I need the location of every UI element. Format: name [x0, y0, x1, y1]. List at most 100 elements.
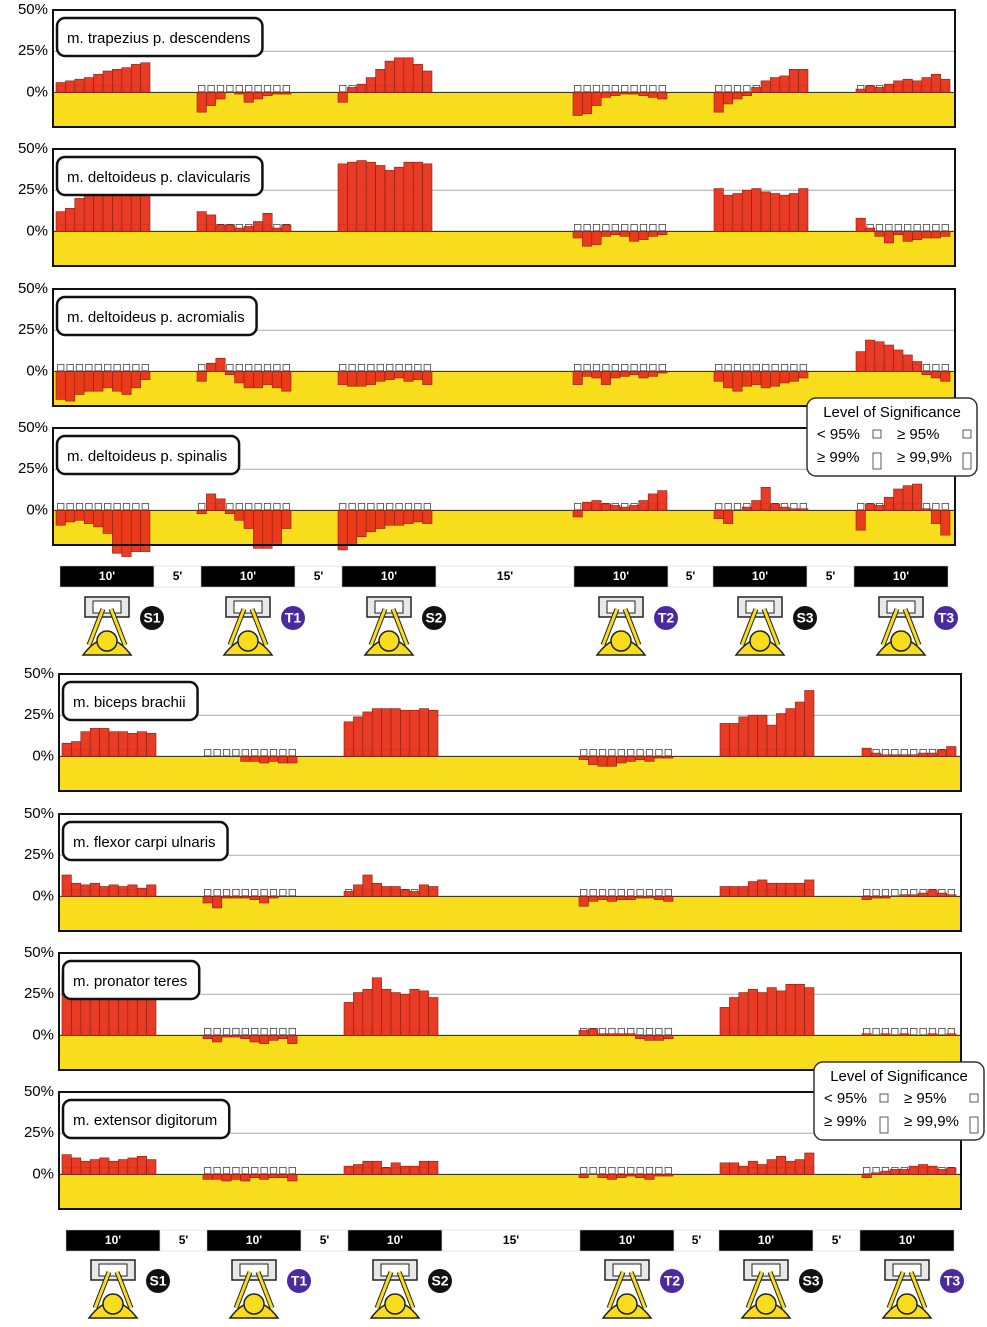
bar [362, 711, 373, 757]
bar [271, 227, 282, 232]
sig-box [279, 1027, 287, 1036]
bar [766, 724, 777, 757]
bar [287, 756, 298, 764]
bar [343, 1165, 354, 1175]
bar [375, 69, 386, 93]
plot-lower [59, 1035, 961, 1070]
sig-box [104, 363, 112, 372]
bar [899, 1169, 910, 1175]
bar [375, 165, 386, 232]
bar [108, 884, 119, 897]
sig-box [339, 84, 347, 93]
bar [893, 349, 904, 372]
bar [880, 1170, 891, 1175]
bar [572, 510, 583, 518]
bar [146, 884, 157, 897]
bar [196, 371, 207, 382]
sig-box [658, 363, 666, 372]
sig-box [282, 502, 290, 511]
bar [356, 83, 367, 93]
sig-box [376, 363, 384, 372]
bar [422, 510, 433, 524]
bar [713, 510, 724, 519]
bar [776, 882, 787, 897]
bar [902, 354, 913, 372]
legend-item: ≥ 95% [897, 426, 939, 443]
legend-item: ≥ 95% [904, 1090, 946, 1107]
bar [93, 510, 104, 528]
bar [798, 69, 809, 93]
bar [719, 723, 730, 757]
bar [653, 896, 664, 900]
sig-box [204, 1166, 212, 1175]
panel-title: m. pronator teres [73, 973, 187, 990]
bar [946, 1167, 957, 1175]
sig-box [222, 888, 231, 897]
head [890, 630, 912, 652]
bar [118, 1159, 129, 1175]
bar [738, 886, 749, 897]
sig-box [639, 363, 648, 372]
bar [89, 728, 100, 757]
bar [927, 1165, 938, 1175]
bar [277, 1035, 288, 1039]
bar [243, 510, 254, 529]
sig-box [367, 502, 375, 511]
session-badge [799, 1269, 823, 1293]
bar [908, 754, 919, 757]
y-tick-label: 25% [24, 706, 54, 723]
bar [230, 1035, 241, 1038]
bar [80, 884, 91, 897]
arm [250, 608, 268, 646]
title-tab [55, 155, 264, 197]
bar [578, 756, 589, 760]
bar [732, 92, 743, 100]
bar [588, 1028, 599, 1036]
bar [723, 371, 734, 389]
arm [768, 1271, 786, 1309]
bar [779, 194, 790, 232]
sig-box [658, 223, 666, 232]
session-badge [146, 1269, 170, 1293]
bar [874, 341, 885, 372]
bar [356, 371, 367, 387]
sig-box [627, 888, 635, 897]
bar [874, 505, 885, 511]
bar [946, 746, 957, 757]
arm [375, 1271, 393, 1309]
bar [770, 193, 781, 232]
sig-box [260, 1166, 268, 1175]
head [243, 1293, 265, 1315]
bar [253, 510, 264, 549]
bar [610, 92, 621, 96]
bar [268, 896, 279, 899]
bar [83, 510, 94, 524]
bar [921, 77, 932, 93]
bar [93, 371, 104, 392]
sig-box [282, 84, 290, 93]
bar [930, 231, 941, 239]
sig-box [348, 502, 356, 511]
sig-box [872, 888, 880, 897]
bar [582, 92, 593, 115]
sig-box [932, 223, 940, 232]
panel-title: m. flexor carpi ulnaris [73, 834, 216, 851]
bar [99, 998, 110, 1036]
bar [212, 1035, 223, 1043]
bar [403, 57, 414, 93]
sig-box [649, 84, 657, 93]
bar [647, 92, 658, 98]
bar [146, 995, 157, 1036]
bar [61, 874, 72, 897]
bar [65, 510, 76, 523]
sig-box [404, 363, 413, 372]
bar [215, 498, 226, 511]
bar [390, 886, 401, 897]
arm [909, 1271, 927, 1309]
sig-box [649, 363, 657, 372]
session-label: T1 [285, 610, 302, 626]
sig-box [263, 502, 272, 511]
bar [384, 170, 395, 232]
bar [625, 1033, 636, 1036]
bar [804, 987, 815, 1036]
